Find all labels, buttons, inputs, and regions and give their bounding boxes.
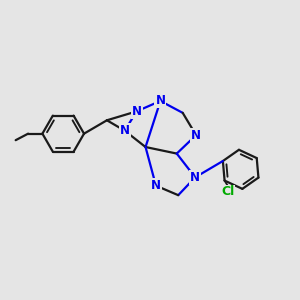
Text: N: N: [191, 129, 201, 142]
Text: N: N: [155, 94, 165, 107]
Text: N: N: [120, 124, 130, 137]
Text: Cl: Cl: [221, 185, 235, 198]
Text: N: N: [190, 171, 200, 184]
Text: N: N: [132, 105, 142, 118]
Text: N: N: [151, 179, 161, 192]
